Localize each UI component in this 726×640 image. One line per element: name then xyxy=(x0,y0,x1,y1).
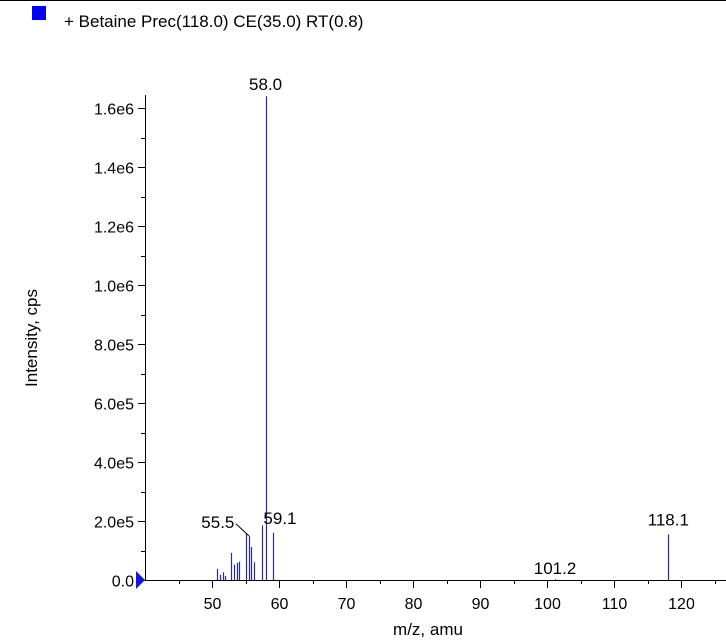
y-tick-label: 8.0e5 xyxy=(94,338,134,355)
x-tick-label: 50 xyxy=(204,596,222,613)
legend-marker xyxy=(32,6,46,20)
peak-label: 55.5 xyxy=(201,513,234,532)
peaks xyxy=(216,96,670,580)
x-tick-label: 60 xyxy=(271,596,289,613)
baseline-marker xyxy=(136,571,145,589)
peak-label: 118.1 xyxy=(648,510,689,529)
axes xyxy=(145,95,726,581)
peak-label: 59.1 xyxy=(263,509,296,528)
y-tick-label: 4.0e5 xyxy=(94,456,134,473)
y-tick-label: 1.2e6 xyxy=(94,220,134,237)
y-tick-label: 2.0e5 xyxy=(94,515,134,532)
x-tick-label: 80 xyxy=(405,596,423,613)
y-tick-label: 0.0 xyxy=(112,574,134,591)
x-tick-label: 100 xyxy=(534,596,561,613)
x-ticks: 50 60 70 80 90 100 110 120 xyxy=(179,580,716,613)
peak-label: 101.2 xyxy=(534,559,577,578)
peak-label-leader xyxy=(235,523,250,537)
y-tick-label: 1.4e6 xyxy=(94,161,134,178)
x-tick-label: 90 xyxy=(472,596,490,613)
y-tick-label: 1.6e6 xyxy=(94,102,134,119)
y-tick-label: 6.0e5 xyxy=(94,397,134,414)
y-tick-label: 1.0e6 xyxy=(94,279,134,296)
peak-labels: 58.0 55.5 59.1 101.2 118.1 xyxy=(201,75,689,578)
peak-label: 58.0 xyxy=(249,75,282,94)
x-tick-label: 120 xyxy=(668,596,695,613)
y-axis-title: Intensity, cps xyxy=(22,289,41,387)
legend-text: + Betaine Prec(118.0) CE(35.0) RT(0.8) xyxy=(64,12,363,31)
x-tick-label: 110 xyxy=(602,596,628,613)
legend: + Betaine Prec(118.0) CE(35.0) RT(0.8) xyxy=(32,6,363,31)
x-tick-label: 70 xyxy=(338,596,356,613)
y-ticks: 0.0 2.0e5 4.0e5 6.0e5 8.0e5 1.0e6 1.2e6 1.4e6 1.… xyxy=(94,102,145,591)
x-axis-title: m/z, amu xyxy=(393,620,463,639)
